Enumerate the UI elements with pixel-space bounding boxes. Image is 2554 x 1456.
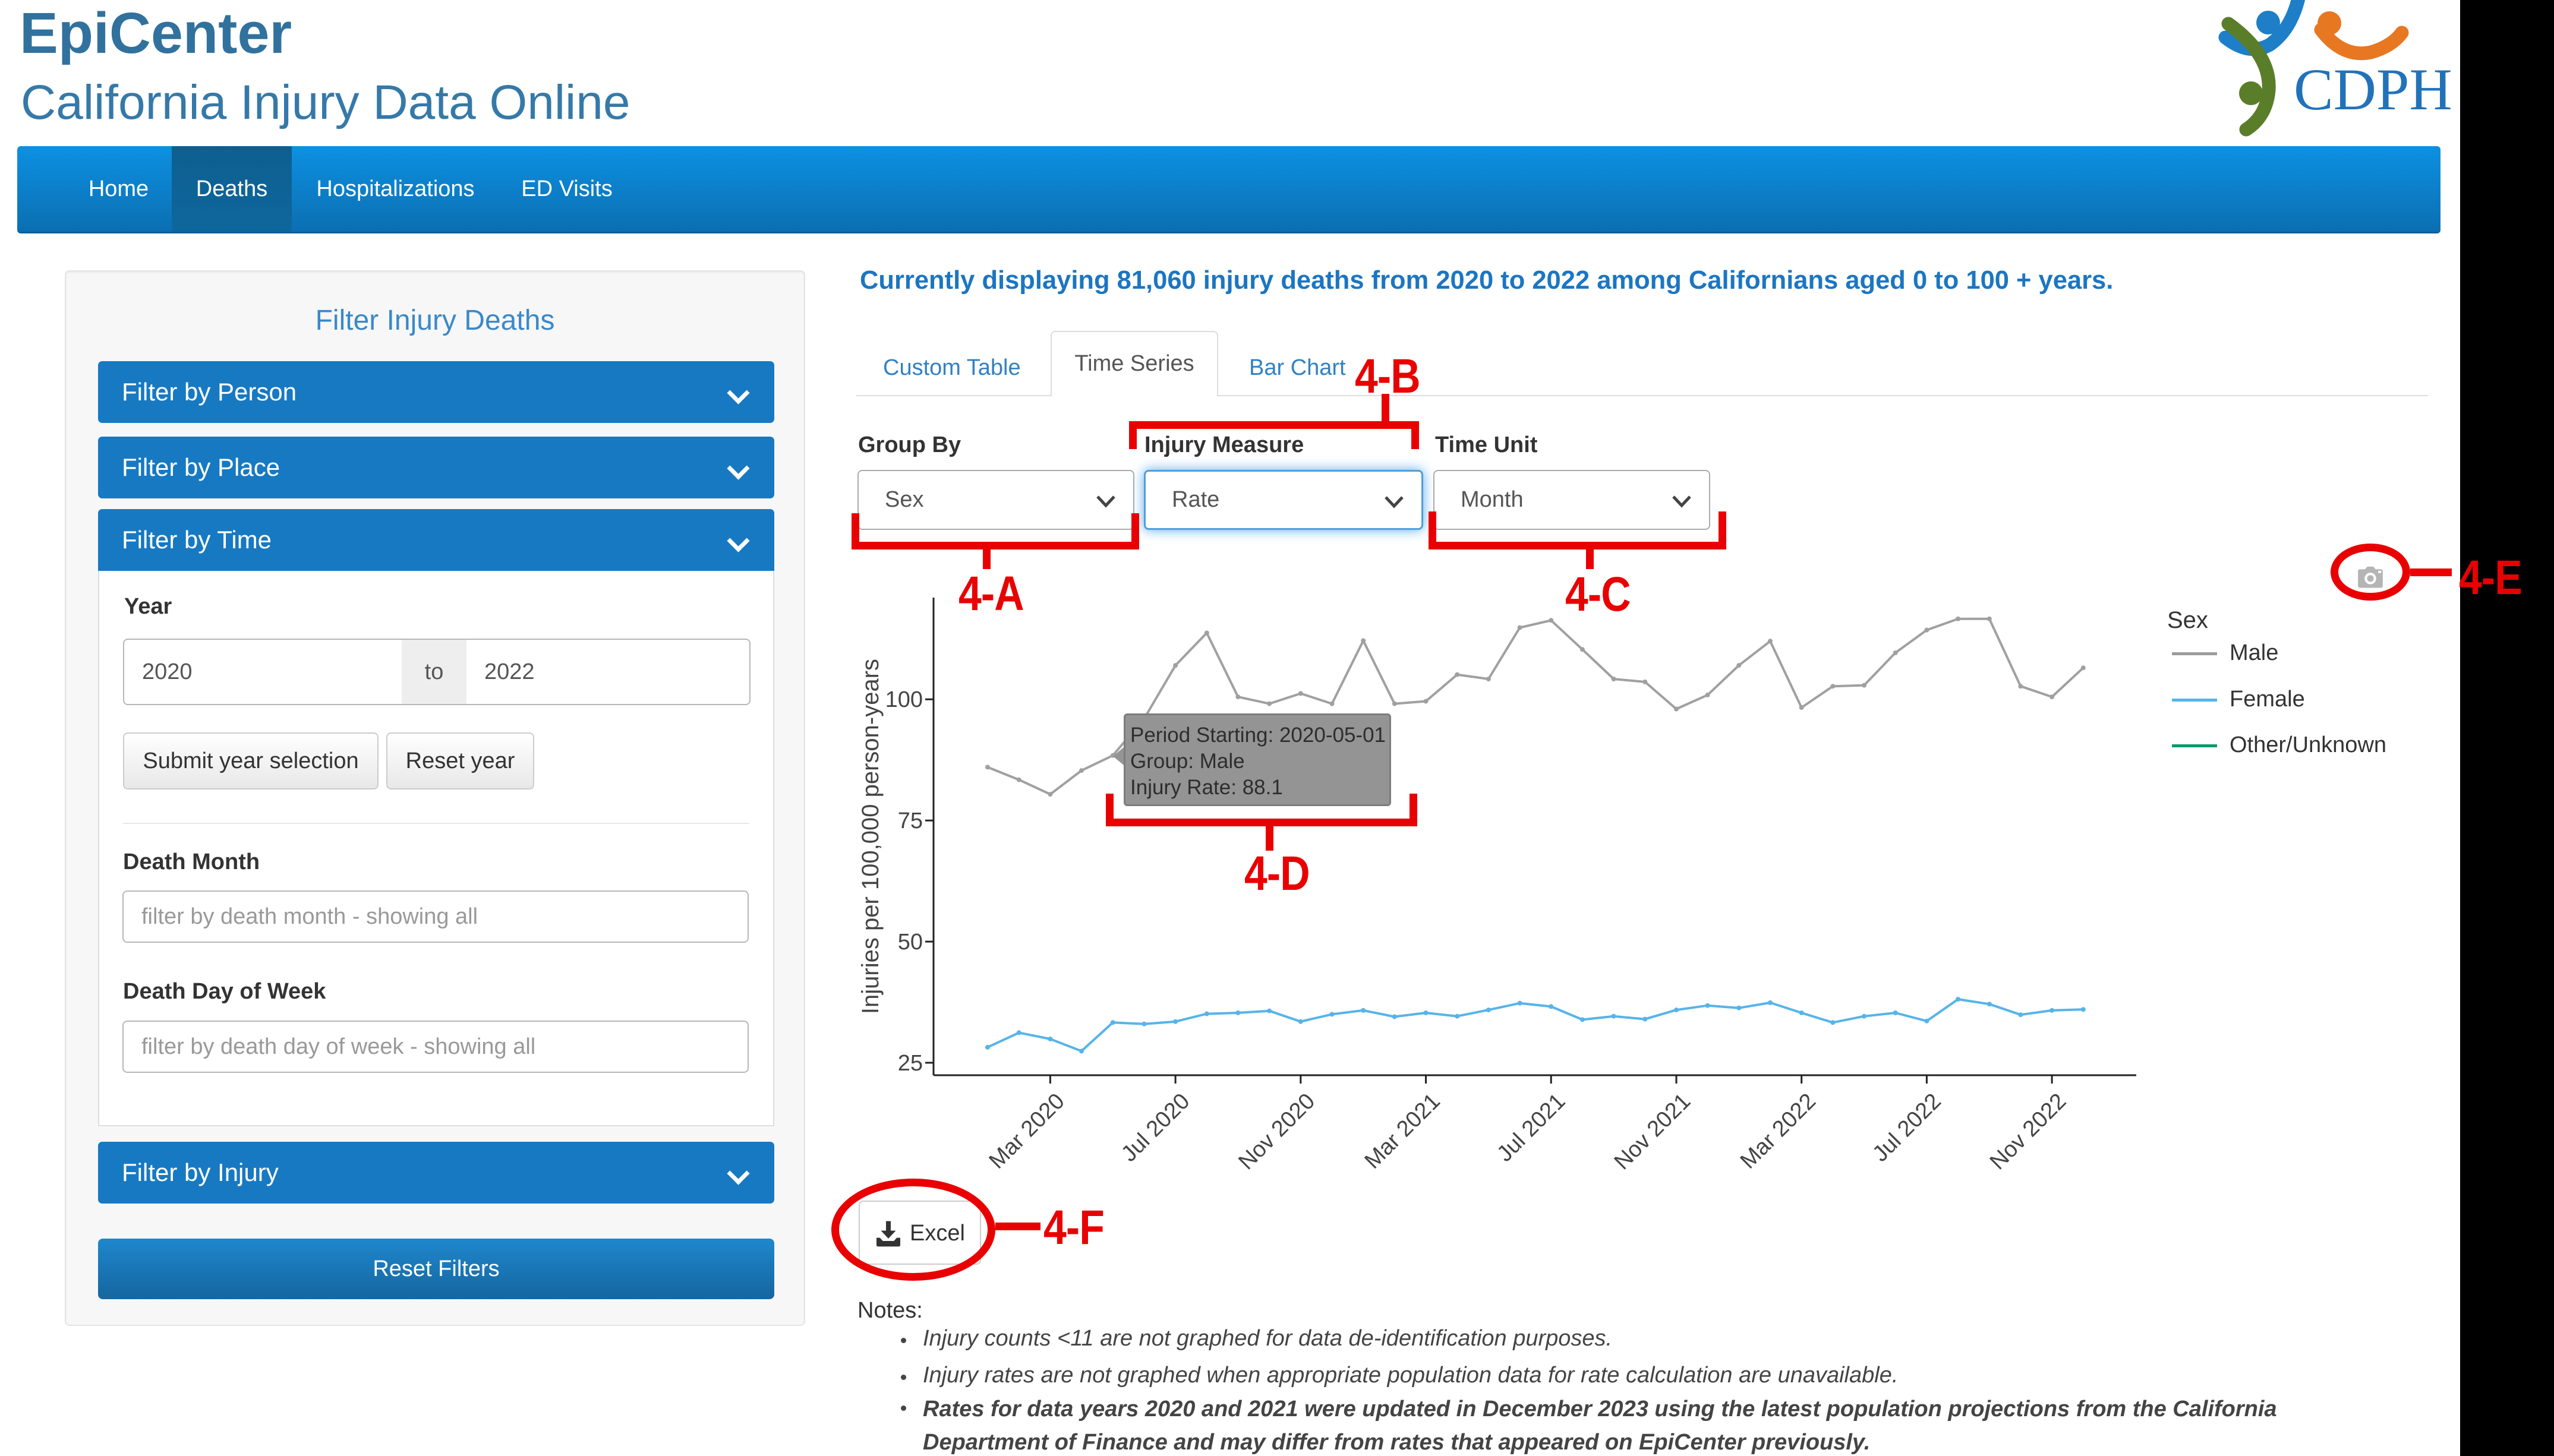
svg-text:Jul 2021: Jul 2021 [1492, 1089, 1570, 1167]
svg-text:Jul 2022: Jul 2022 [1868, 1089, 1946, 1167]
svg-text:Injuries per 100,000 person-ye: Injuries per 100,000 person-years [857, 659, 884, 1014]
svg-text:Nov 2021: Nov 2021 [1610, 1089, 1696, 1175]
svg-text:100: 100 [885, 687, 923, 712]
svg-text:Mar 2022: Mar 2022 [1736, 1089, 1821, 1174]
svg-text:25: 25 [898, 1051, 923, 1076]
svg-text:Nov 2022: Nov 2022 [1985, 1089, 2071, 1175]
svg-text:Mar 2020: Mar 2020 [985, 1089, 1070, 1174]
svg-text:Mar 2021: Mar 2021 [1360, 1089, 1445, 1174]
svg-text:Nov 2020: Nov 2020 [1234, 1089, 1320, 1175]
svg-text:50: 50 [898, 930, 923, 955]
svg-text:CDPH: CDPH [2294, 56, 2452, 122]
svg-text:75: 75 [898, 808, 923, 833]
svg-text:Jul 2020: Jul 2020 [1117, 1089, 1194, 1167]
